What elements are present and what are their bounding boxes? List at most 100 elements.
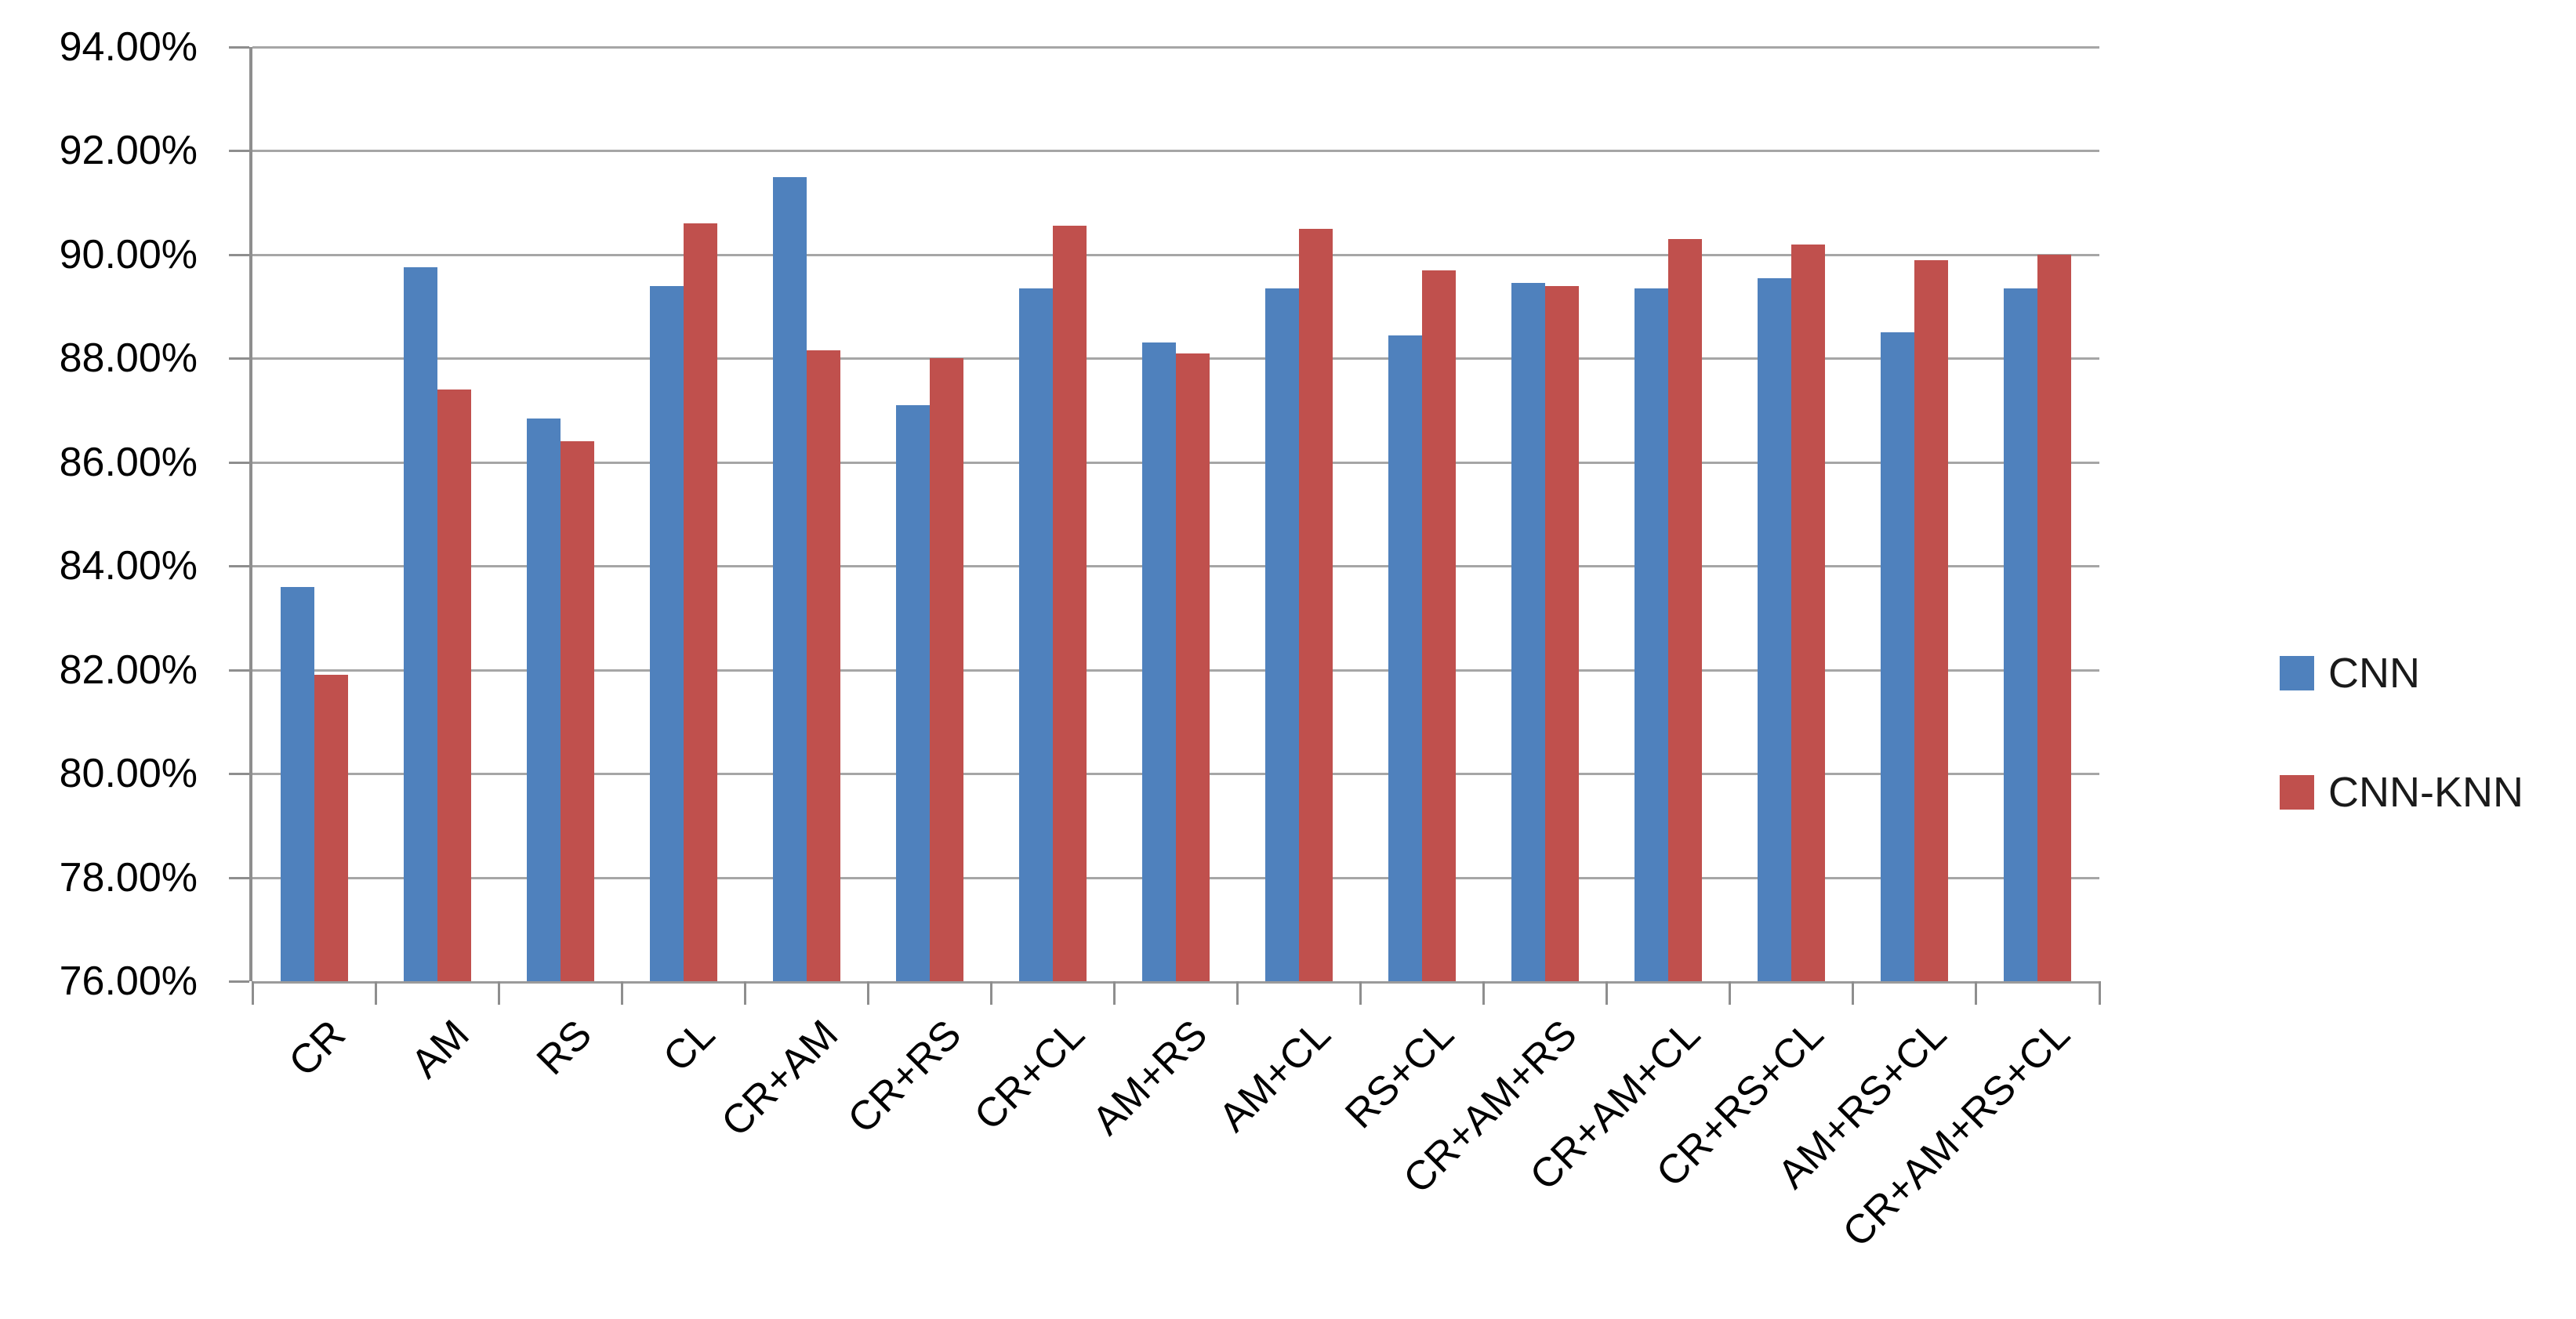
x-tick: [2098, 981, 2101, 1005]
y-tick: [229, 565, 249, 568]
bar-cnn-knn-AM+CL: [1299, 228, 1333, 981]
x-axis-label-AM: AM: [402, 1011, 478, 1087]
x-tick: [374, 981, 377, 1005]
bar-cnn-knn-RS: [560, 441, 594, 981]
y-axis-label-86.00%: 86.00%: [59, 439, 198, 485]
y-axis-label-88.00%: 88.00%: [59, 335, 198, 382]
x-axis-label-CR+AM+RS+CL: CR+AM+RS+CL: [1834, 1011, 2079, 1256]
category-slot-CR+AM: [745, 47, 868, 981]
bar-cnn-CL: [649, 285, 684, 981]
x-axis-label-AM+RS: AM+RS: [1083, 1011, 1217, 1144]
y-axis-label-76.00%: 76.00%: [59, 958, 198, 1004]
x-axis-label-CR+CL: CR+CL: [966, 1011, 1094, 1140]
category-slot-CR+AM+CL: [1607, 47, 1730, 981]
legend-item-cnn: CNN: [2280, 649, 2523, 698]
category-slot-CL: [622, 47, 745, 981]
y-axis-label-90.00%: 90.00%: [59, 231, 198, 277]
bar-cnn-CR+AM+CL: [1634, 288, 1669, 981]
x-tick: [1975, 981, 1978, 1005]
legend-swatch-cnn-knn: [2280, 775, 2314, 810]
x-axis-label-AM+CL: AM+CL: [1210, 1011, 1340, 1141]
legend-swatch-cnn: [2280, 656, 2314, 690]
x-axis-line: [252, 981, 2099, 984]
x-tick: [1852, 981, 1855, 1005]
y-axis-label-84.00%: 84.00%: [59, 543, 198, 589]
bar-cnn-AM+CL: [1265, 288, 1300, 981]
bar-cnn-knn-CR+RS+CL: [1791, 244, 1826, 981]
plot-area: [249, 46, 2099, 984]
x-tick: [1236, 981, 1239, 1005]
y-tick: [229, 461, 249, 464]
gridline-90.00%: [252, 253, 2099, 256]
y-tick: [229, 876, 249, 879]
x-tick: [620, 981, 623, 1005]
legend-label-cnn-knn: CNN-KNN: [2328, 769, 2523, 816]
y-axis-label-78.00%: 78.00%: [59, 854, 198, 900]
x-tick: [989, 981, 992, 1005]
bar-cnn-CR: [280, 586, 314, 981]
category-slot-CR+AM+RS+CL: [1976, 47, 2099, 981]
y-tick: [229, 980, 249, 983]
bar-cnn-CR+CL: [1018, 288, 1053, 981]
category-slot-AM+CL: [1238, 47, 1361, 981]
bar-cnn-knn-CR+AM+RS: [1545, 285, 1580, 981]
x-tick: [1729, 981, 1732, 1005]
category-slot-CR+CL: [991, 47, 1114, 981]
bar-cnn-knn-CR+RS: [929, 358, 963, 981]
y-tick: [229, 773, 249, 776]
bar-cnn-knn-AM+RS+CL: [1914, 259, 1949, 981]
bar-cnn-knn-AM: [437, 390, 471, 981]
bar-cnn-AM+RS+CL: [1881, 332, 1915, 981]
x-axis-label-CR+RS: CR+RS: [839, 1011, 971, 1143]
x-axis-label-CR: CR: [281, 1011, 355, 1085]
category-slot-CR+RS+CL: [1730, 47, 1853, 981]
category-slot-CR+AM+RS: [1484, 47, 1607, 981]
legend-item-cnn-knn: CNN-KNN: [2280, 768, 2523, 817]
bar-cnn-knn-CL: [683, 223, 717, 981]
category-slot-RS+CL: [1361, 47, 1484, 981]
bar-cnn-RS+CL: [1388, 335, 1423, 981]
bar-cnn-RS: [526, 418, 561, 981]
y-tick: [229, 253, 249, 256]
y-axis-line: [249, 47, 252, 981]
y-tick: [229, 357, 249, 361]
x-axis-label-CL: CL: [655, 1011, 724, 1081]
category-slot-AM+RS: [1114, 47, 1237, 981]
y-axis-label-92.00%: 92.00%: [59, 128, 198, 174]
bar-cnn-CR+AM+RS+CL: [2004, 288, 2038, 981]
x-tick: [1359, 981, 1362, 1005]
x-axis-label-RS: RS: [528, 1011, 601, 1084]
category-slot-CR+RS: [868, 47, 991, 981]
bar-cnn-AM: [403, 267, 437, 981]
y-axis-label-94.00%: 94.00%: [59, 24, 198, 70]
x-tick: [1112, 981, 1116, 1005]
x-tick: [1605, 981, 1609, 1005]
category-slot-CR: [252, 47, 376, 981]
bar-cnn-knn-CR: [314, 675, 348, 981]
x-tick: [866, 981, 869, 1005]
x-axis-label-CR+AM: CR+AM: [713, 1011, 847, 1146]
bar-cnn-knn-CR+AM+CL: [1668, 239, 1703, 981]
bar-cnn-CR+AM: [772, 176, 807, 981]
bar-cnn-CR+RS+CL: [1758, 277, 1792, 981]
y-tick: [229, 150, 249, 153]
x-tick: [497, 981, 500, 1005]
x-tick: [1482, 981, 1486, 1005]
gridline-94.00%: [252, 46, 2099, 49]
bar-cnn-AM+RS: [1141, 342, 1176, 981]
bar-cnn-knn-RS+CL: [1422, 270, 1457, 981]
bar-cnn-knn-CR+CL: [1052, 226, 1087, 981]
x-tick: [743, 981, 746, 1005]
gridline-92.00%: [252, 150, 2099, 153]
y-tick: [229, 669, 249, 672]
category-slot-AM+RS+CL: [1853, 47, 1976, 981]
legend: CNN CNN-KNN: [2280, 649, 2523, 887]
y-axis-label-80.00%: 80.00%: [59, 751, 198, 797]
bar-cnn-knn-CR+AM+RS+CL: [2037, 254, 2072, 981]
x-tick: [251, 981, 254, 1005]
bar-cnn-CR+AM+RS: [1511, 283, 1546, 981]
bar-cnn-CR+RS: [895, 404, 930, 981]
category-slot-AM: [376, 47, 499, 981]
category-slot-RS: [499, 47, 622, 981]
